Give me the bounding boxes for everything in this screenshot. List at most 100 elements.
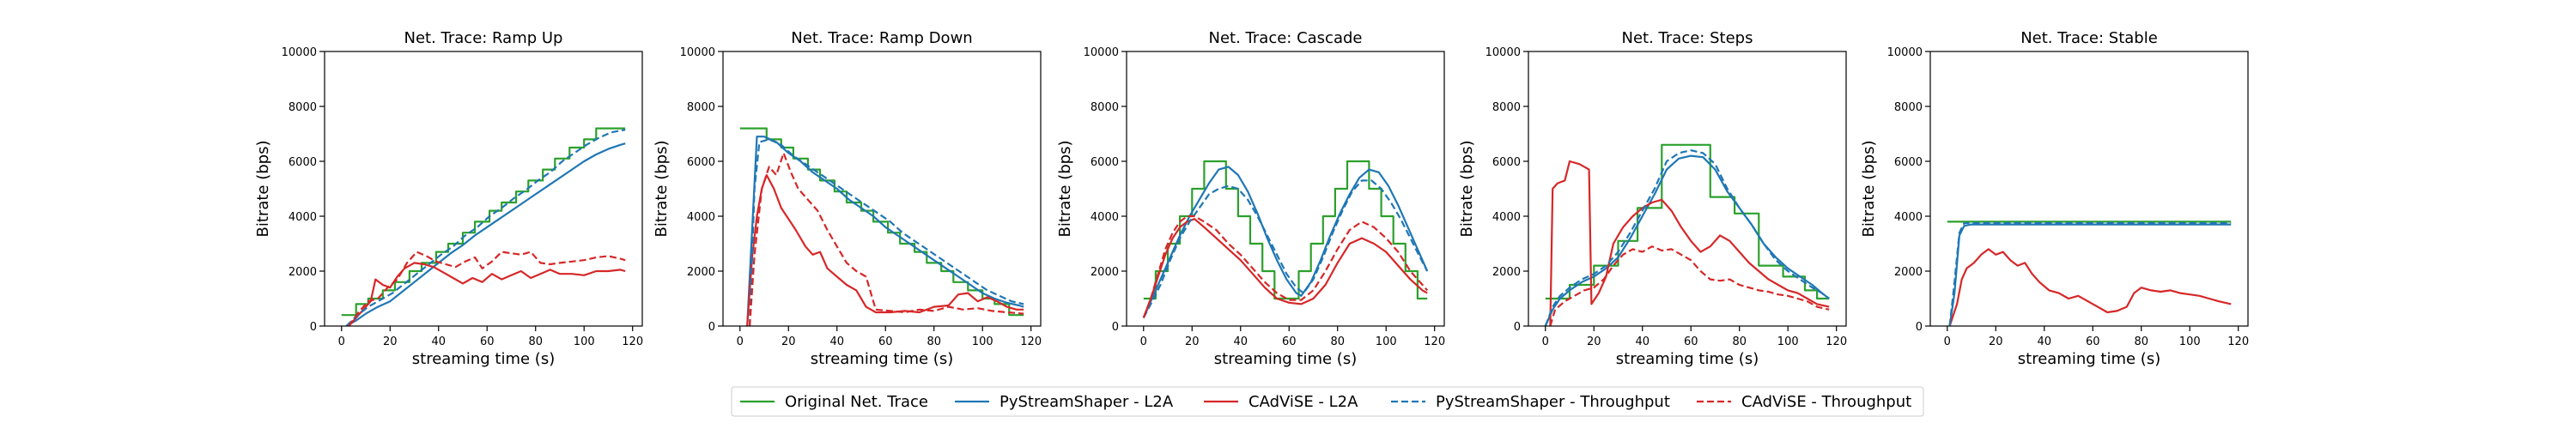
series-line-pystreamshaper-l2a <box>1544 154 1830 326</box>
series-lines <box>1947 221 2232 326</box>
plot-frame <box>1528 51 1847 327</box>
y-axis-label: Bitrate (bps) <box>1860 141 1878 238</box>
x-tick-label: 20 <box>1185 335 1200 348</box>
x-tick-label: 120 <box>1020 335 1042 348</box>
series-line-pystreamshaper-throughput <box>345 129 626 326</box>
y-tick-label: 6000 <box>1091 156 1119 169</box>
series-line-pystreamshaper-throughput <box>749 138 1024 326</box>
series-line-cadvise-throughput <box>1549 245 1830 326</box>
series-line-cadvise-throughput <box>348 251 626 326</box>
x-tick-label: 100 <box>1777 335 1799 348</box>
plot-frame <box>1126 51 1445 327</box>
series-line-cadvise-throughput <box>749 152 1024 326</box>
y-tick-label: 8000 <box>1492 101 1521 114</box>
x-tick-label: 100 <box>574 335 595 348</box>
y-tick-label: 6000 <box>1492 156 1521 169</box>
series-lines <box>341 127 626 326</box>
y-axis-label: Bitrate (bps) <box>254 141 272 238</box>
x-axis-label: streaming time (s) <box>1616 350 1759 368</box>
chart-panel-cascade: Net. Trace: Cascade 0 20 40 60 80 100 120 0 2000 4… <box>1056 29 1445 368</box>
y-tick-label: 0 <box>1112 321 1119 334</box>
legend-item-pystreamshaper-l2a: PyStreamShaper - L2A <box>955 393 1174 411</box>
x-tick-label: 20 <box>781 335 796 348</box>
y-tick-label: 8000 <box>289 101 317 114</box>
x-tick-label: 20 <box>1989 335 2003 348</box>
y-tick-label: 4000 <box>1091 211 1119 224</box>
x-tick-label: 80 <box>927 335 941 348</box>
chart-title: Net. Trace: Cascade <box>1209 29 1363 47</box>
x-tick-label: 40 <box>1635 335 1649 348</box>
chart-panel-ramp-up: Net. Trace: Ramp Up 0 20 40 60 80 100 120 0 2000 4… <box>254 29 643 368</box>
legend-label: CAdViSE - L2A <box>1249 393 1358 411</box>
series-line-original-net-trace <box>341 127 626 317</box>
plot-frame <box>324 51 643 327</box>
y-tick-label: 4000 <box>687 211 715 224</box>
legend-item-pystreamshaper-throughput: PyStreamShaper - Throughput <box>1391 393 1670 411</box>
x-tick-label: 0 <box>737 335 744 348</box>
y-tick-label: 10000 <box>1887 46 1923 59</box>
x-tick-label: 60 <box>1282 335 1297 348</box>
chart-panels: Net. Trace: Ramp Up0 20 40 60 80 100 120020004… <box>254 29 2249 368</box>
series-line-cadvise-l2a <box>348 262 626 326</box>
chart-title: Net. Trace: Stable <box>2020 29 2158 47</box>
y-tick-label: 0 <box>708 321 715 334</box>
y-tick-label: 8000 <box>1894 101 1923 114</box>
series-line-pystreamshaper-throughput <box>1544 149 1830 326</box>
y-tick-label: 8000 <box>687 101 715 114</box>
legend-label: PyStreamShaper - Throughput <box>1436 393 1670 411</box>
series-line-pystreamshaper-l2a <box>1948 223 2232 326</box>
x-tick-label: 80 <box>1330 335 1345 348</box>
y-axis-label: Bitrate (bps) <box>1458 141 1476 238</box>
chart-title: Net. Trace: Ramp Up <box>404 29 562 47</box>
legend-item-cadvise-throughput: CAdViSE - Throughput <box>1697 393 1911 411</box>
x-axis-label: streaming time (s) <box>811 350 953 368</box>
series-line-pystreamshaper-throughput <box>1948 221 2232 326</box>
series-line-pystreamshaper-l2a <box>1142 166 1429 318</box>
y-tick-label: 10000 <box>1084 46 1119 59</box>
series-lines <box>1142 160 1429 318</box>
series-line-cadvise-l2a <box>746 173 1024 326</box>
chart-title: Net. Trace: Steps <box>1622 29 1753 47</box>
x-axis-label: streaming time (s) <box>412 350 555 368</box>
plot-frame <box>1929 51 2249 327</box>
legend-label: Original Net. Trace <box>785 393 928 411</box>
x-tick-label: 40 <box>431 335 446 348</box>
chart-panel-ramp-down: Net. Trace: Ramp Down 0 20 40 60 80 100 120 0 200… <box>653 29 1042 368</box>
y-tick-label: 10000 <box>282 46 317 59</box>
series-line-original-net-trace <box>739 127 1024 317</box>
x-tick-label: 80 <box>1732 335 1747 348</box>
y-tick-label: 6000 <box>1894 156 1923 169</box>
y-tick-label: 4000 <box>1492 211 1521 224</box>
series-lines <box>739 127 1024 326</box>
y-tick-label: 2000 <box>687 266 715 279</box>
y-tick-label: 4000 <box>1894 211 1923 224</box>
chart-title: Net. Trace: Ramp Down <box>791 29 972 47</box>
y-tick-label: 2000 <box>1894 266 1923 279</box>
x-tick-label: 80 <box>2134 335 2148 348</box>
series-line-cadvise-throughput <box>1142 214 1429 318</box>
chart-panel-steps: Net. Trace: Steps 0 20 40 60 80 100 120 0 2000 400… <box>1458 29 1847 368</box>
y-tick-label: 6000 <box>687 156 715 169</box>
x-tick-label: 0 <box>338 335 345 348</box>
x-tick-label: 0 <box>1542 335 1549 348</box>
series-line-cadvise-l2a <box>1142 218 1428 318</box>
x-tick-label: 20 <box>1587 335 1601 348</box>
x-tick-label: 40 <box>1233 335 1248 348</box>
x-tick-label: 120 <box>1424 335 1445 348</box>
x-tick-label: 120 <box>622 335 643 348</box>
y-axis-label: Bitrate (bps) <box>653 141 671 238</box>
x-axis-label: streaming time (s) <box>2018 350 2160 368</box>
legend-label: CAdViSE - Throughput <box>1741 393 1911 411</box>
x-tick-label: 40 <box>2037 335 2051 348</box>
plot-frame <box>722 51 1042 327</box>
y-tick-label: 8000 <box>1091 101 1119 114</box>
x-tick-label: 60 <box>1684 335 1698 348</box>
y-tick-label: 4000 <box>289 211 317 224</box>
y-tick-label: 10000 <box>1485 46 1521 59</box>
x-tick-label: 0 <box>1140 335 1147 348</box>
y-tick-label: 10000 <box>680 46 715 59</box>
y-tick-label: 2000 <box>289 266 317 279</box>
x-tick-label: 100 <box>972 335 993 348</box>
y-tick-label: 0 <box>1916 321 1923 334</box>
